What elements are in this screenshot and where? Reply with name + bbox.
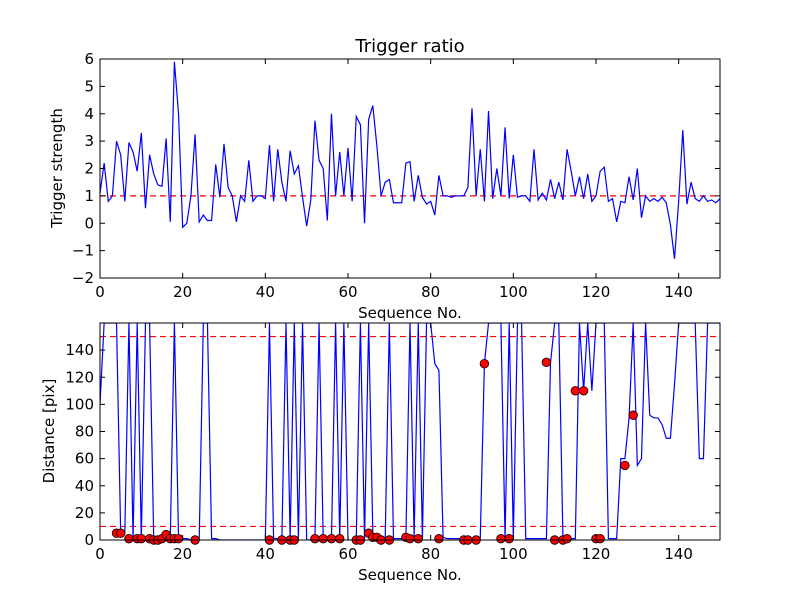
top-y-tick-label: 0: [84, 214, 94, 232]
top-x-tick-label: 140: [664, 283, 693, 301]
top-clipped-marks: [100, 61, 720, 259]
bottom-plot-area: [100, 323, 720, 545]
bottom-x-tick-label: 40: [256, 545, 275, 563]
top-ticks: 0 20 40 60 80 100 120 140 −2 −1 0 1 2 3 4 5 6: [72, 50, 720, 301]
bottom-y-tick-label: 140: [65, 341, 94, 359]
top-y-tick-label: 4: [84, 105, 94, 123]
bottom-data-point: [326, 533, 337, 544]
top-x-tick-label: 40: [256, 283, 275, 301]
bottom-data-point: [541, 357, 552, 368]
bottom-data-point: [173, 533, 184, 544]
bottom-data-point: [318, 533, 328, 544]
top-y-tick-label: −1: [72, 242, 94, 260]
bottom-data-point: [620, 460, 630, 471]
bottom-y-tick-label: 100: [65, 395, 94, 413]
top-y-tick-label: −2: [72, 269, 94, 287]
bottom-x-tick-label: 60: [338, 545, 357, 563]
bottom-data-point: [504, 533, 514, 544]
bottom-x-tick-label: 80: [421, 545, 440, 563]
bottom-data-point: [479, 358, 490, 369]
bottom-y-tick-label: 120: [65, 368, 94, 386]
bottom-ticks: 0 20 40 60 80 100 120 140 0 20 40 60 80 100 120 140: [65, 323, 720, 563]
bottom-data-point: [496, 533, 506, 544]
bottom-data-point: [413, 533, 423, 544]
bottom-x-axis-label: Sequence No.: [358, 566, 462, 584]
bottom-y-axis-label: Distance [pix]: [40, 379, 58, 484]
top-x-tick-label: 0: [95, 283, 105, 301]
bottom-y-tick-label: 20: [75, 504, 94, 522]
bottom-data-point: [578, 386, 589, 396]
bottom-data-point: [124, 533, 134, 544]
bottom-data-point: [628, 410, 638, 420]
top-series-line: [100, 61, 720, 259]
bottom-y-tick-label: 60: [75, 450, 94, 468]
top-y-tick-label: 2: [84, 160, 94, 178]
bottom-data-point: [136, 533, 147, 544]
bottom-data-point: [310, 533, 320, 544]
bottom-x-tick-label: 120: [582, 545, 611, 563]
top-x-tick-label: 120: [582, 283, 611, 301]
bottom-data-point: [434, 533, 444, 544]
bottom-data-point: [405, 533, 415, 544]
bottom-x-tick-label: 140: [664, 545, 693, 563]
bottom-data-point: [335, 533, 345, 544]
top-y-tick-label: 5: [84, 77, 94, 95]
bottom-data-point: [115, 528, 126, 538]
top-x-tick-label: 60: [338, 283, 357, 301]
bottom-y-tick-label: 40: [75, 477, 94, 495]
top-x-axis-label: Sequence No.: [358, 304, 462, 322]
top-x-tick-label: 100: [499, 283, 528, 301]
bottom-data-point: [595, 533, 605, 544]
trigger-ratio-chart: Trigger ratio 0 20 40 60 80 100 120 140 −2 −1 0 1 2 3…: [48, 36, 721, 322]
top-x-tick-label: 80: [421, 283, 440, 301]
bottom-data-point: [562, 533, 572, 544]
top-y-axis-label: Trigger strength: [48, 108, 66, 229]
top-y-tick-label: 3: [84, 132, 94, 150]
bottom-x-tick-label: 20: [173, 545, 192, 563]
bottom-y-tick-label: 80: [75, 423, 94, 441]
bottom-data-point: [570, 386, 581, 396]
top-y-tick-label: 1: [84, 187, 94, 205]
chart-title: Trigger ratio: [354, 36, 464, 57]
bottom-x-tick-label: 0: [95, 545, 105, 563]
top-plot-area: [100, 61, 720, 259]
distance-chart: 0 20 40 60 80 100 120 140 0 20 40 60 80 100 120 140 Seq…: [40, 322, 721, 584]
bottom-x-tick-label: 100: [499, 545, 528, 563]
top-x-tick-label: 20: [173, 283, 192, 301]
top-y-tick-label: 6: [84, 50, 94, 68]
bottom-y-tick-label: 0: [84, 531, 94, 549]
